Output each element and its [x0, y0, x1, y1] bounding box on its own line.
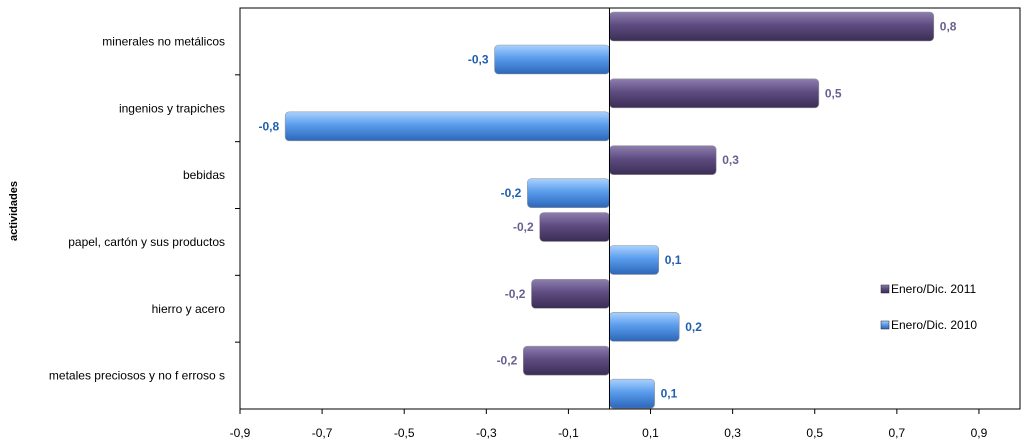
legend-label-2010: Enero/Dic. 2010	[891, 318, 977, 332]
bar	[609, 312, 680, 342]
data-label: 0,5	[825, 86, 842, 100]
legend-swatch-2010	[880, 320, 890, 330]
category-label: papel, cartón y sus productos	[68, 235, 225, 249]
x-tick-label: 0,3	[724, 426, 741, 439]
category-label: metales preciosos y no f erroso s	[49, 369, 225, 383]
bar	[527, 178, 610, 208]
bar	[531, 279, 610, 309]
x-tick-label: 0,1	[642, 426, 659, 439]
x-tick-label: -0,7	[312, 426, 333, 439]
bar	[609, 11, 935, 42]
bar	[284, 111, 610, 142]
bar	[494, 44, 610, 75]
x-tick-label: 0,9	[971, 426, 988, 439]
category-label: hierro y acero	[152, 302, 226, 316]
legend: Enero/Dic. 2011 Enero/Dic. 2010	[880, 282, 977, 332]
legend-swatch-2011	[880, 284, 890, 294]
bar	[609, 78, 820, 109]
category-label: ingenios y trapiches	[119, 101, 225, 115]
x-tick-label: -0,3	[476, 426, 497, 439]
legend-label-2011: Enero/Dic. 2011	[891, 282, 976, 296]
x-tick-label: 0,7	[888, 426, 905, 439]
data-label: -0,2	[501, 186, 522, 200]
data-label: -0,8	[258, 119, 279, 133]
bar	[609, 378, 655, 409]
bar	[522, 345, 610, 376]
bar	[609, 145, 717, 175]
data-label: 0,2	[685, 320, 702, 334]
plot-area-frame	[239, 7, 1021, 410]
data-label: -0,2	[513, 220, 534, 234]
data-label: -0,2	[505, 287, 526, 301]
x-tick-label: -0,1	[558, 426, 579, 439]
data-label: 0,1	[665, 253, 682, 267]
data-label: 0,3	[722, 153, 739, 167]
x-tick-label: 0,5	[806, 426, 823, 439]
data-label: -0,2	[497, 354, 518, 368]
x-tick-label: -0,9	[230, 426, 251, 439]
bar	[539, 212, 610, 242]
data-label: 0,8	[940, 20, 957, 34]
bar	[609, 245, 660, 275]
data-label: -0,3	[468, 53, 489, 67]
x-tick-label: -0,5	[394, 426, 415, 439]
category-label: minerales no metálicos	[102, 34, 225, 48]
category-label: bebidas	[183, 168, 225, 182]
y-axis-title: actividades	[8, 181, 20, 241]
data-label: 0,1	[661, 387, 678, 401]
